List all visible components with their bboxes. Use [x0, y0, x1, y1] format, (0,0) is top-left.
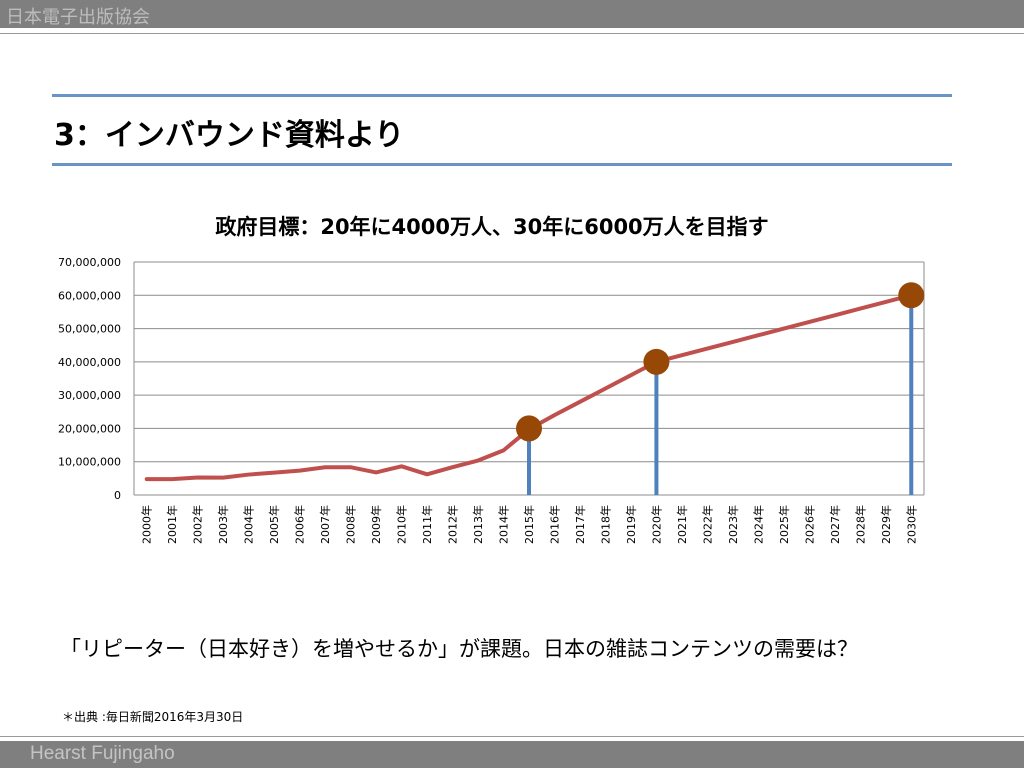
title-rule-top — [52, 94, 952, 97]
x-tick-label: 2024年 — [751, 505, 765, 544]
x-tick-label: 2012年 — [446, 505, 460, 544]
x-tick-label: 2027年 — [828, 505, 842, 544]
x-tick-label: 2022年 — [700, 505, 714, 544]
title-rule-bottom — [52, 163, 952, 166]
x-tick-label: 2015年 — [522, 505, 536, 544]
footer-brand: Hearst Fujingaho — [30, 743, 175, 764]
x-tick-label: 2017年 — [573, 505, 587, 544]
y-tick-label: 40,000,000 — [58, 356, 121, 369]
x-tick-label: 2013年 — [471, 505, 485, 544]
x-tick-label: 2006年 — [293, 505, 307, 544]
x-tick-label: 2008年 — [344, 505, 358, 544]
x-tick-label: 2001年 — [165, 505, 179, 544]
footer-bar: Hearst Fujingaho — [0, 741, 1024, 768]
slide-caption: 「リピーター（日本好き）を増やせるか」が課題。日本の雑誌コンテンツの需要は？ — [60, 637, 858, 661]
y-tick-label: 60,000,000 — [58, 289, 121, 302]
x-tick-label: 2004年 — [242, 505, 256, 544]
milestone-marker — [516, 415, 542, 442]
source-note: ＊出典 :毎日新聞2016年3月30日 — [62, 710, 244, 724]
x-tick-label: 2007年 — [318, 505, 332, 544]
header-divider — [0, 33, 1024, 34]
y-tick-label: 0 — [114, 489, 121, 502]
x-tick-label: 2009年 — [369, 505, 383, 544]
x-tick-label: 2010年 — [395, 505, 409, 544]
header-brand: 日本電子出版協会 — [6, 7, 150, 28]
x-tick-label: 2000年 — [140, 505, 154, 544]
x-tick-label: 2016年 — [547, 505, 561, 544]
header-bar: 日本電子出版協会 — [0, 0, 1024, 28]
footer-divider — [0, 736, 1024, 737]
chart: 政府目標：20年に4000万人、30年に6000万人を目指す 0 10,000,0… — [58, 215, 925, 544]
slide-title: 3：インバウンド資料より — [54, 118, 405, 153]
y-tick-label: 70,000,000 — [58, 256, 121, 269]
x-axis-ticks: 2000年 2001年 2002年 2003年 2004年 2005年 2006年 2007年… — [140, 505, 919, 544]
chart-title: 政府目標：20年に4000万人、30年に6000万人を目指す — [215, 215, 768, 239]
x-tick-label: 2005年 — [267, 505, 281, 544]
x-tick-label: 2026年 — [802, 505, 816, 544]
x-tick-label: 2028年 — [853, 505, 867, 544]
x-tick-label: 2003年 — [216, 505, 230, 544]
x-tick-label: 2030年 — [904, 505, 918, 544]
x-tick-label: 2011年 — [420, 505, 434, 544]
milestone-marker — [898, 282, 925, 309]
y-tick-label: 10,000,000 — [58, 456, 121, 469]
x-tick-label: 2018年 — [598, 505, 612, 544]
x-tick-label: 2020年 — [649, 505, 663, 544]
x-tick-label: 2002年 — [191, 505, 205, 544]
x-tick-label: 2019年 — [624, 505, 638, 544]
x-tick-label: 2025年 — [777, 505, 791, 544]
x-tick-label: 2029年 — [879, 505, 893, 544]
x-tick-label: 2021年 — [675, 505, 689, 544]
y-tick-label: 20,000,000 — [58, 422, 121, 435]
milestone-markers — [516, 282, 925, 442]
x-tick-label: 2014年 — [497, 505, 511, 544]
y-axis-ticks: 0 10,000,000 20,000,000 30,000,000 40,000,00… — [58, 256, 121, 502]
milestone-marker — [643, 348, 670, 375]
x-tick-label: 2023年 — [726, 505, 740, 544]
y-tick-label: 30,000,000 — [58, 389, 121, 402]
y-tick-label: 50,000,000 — [58, 323, 121, 336]
